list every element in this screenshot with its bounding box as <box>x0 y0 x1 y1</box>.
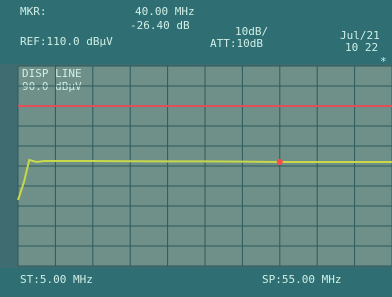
attenuation: ATT:10dB <box>210 37 263 50</box>
stop-freq: SP:55.00 MHz <box>262 273 341 286</box>
analyzer-screen: MKR: 40.00 MHz -26.40 dB REF:110.0 dBµV … <box>0 0 392 297</box>
marker-level: -26.40 dB <box>130 19 190 32</box>
ref-level: REF:110.0 dBµV <box>20 35 113 48</box>
display-line-label: DISP LINE <box>22 67 82 80</box>
marker-freq: 40.00 MHz <box>135 5 195 18</box>
page: MKR: 40.00 MHz -26.40 dB REF:110.0 dBµV … <box>0 0 392 297</box>
marker-label: MKR: <box>20 5 47 18</box>
header-bg <box>0 0 392 64</box>
start-freq: ST:5.00 MHz <box>20 273 93 286</box>
marker <box>277 159 283 165</box>
time: 10 22 <box>345 41 378 54</box>
